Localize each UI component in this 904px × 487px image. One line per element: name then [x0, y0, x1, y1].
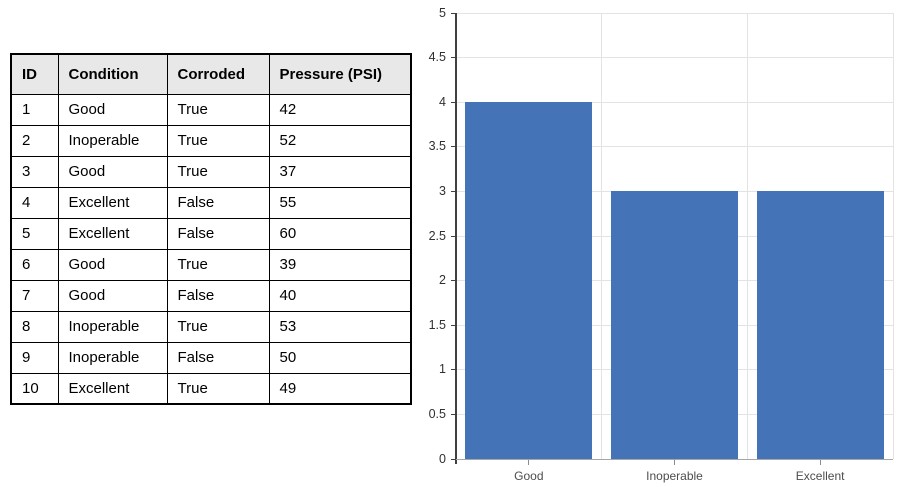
table-cell: True: [166, 124, 270, 157]
y-axis-tick-label: 4.5: [428, 50, 446, 65]
bar-good: [465, 102, 593, 459]
table-row: 7 Good False 40: [10, 279, 412, 312]
table-cell: 40: [268, 279, 412, 312]
y-axis-tick-label: 2: [439, 273, 446, 288]
table-body: 1 Good True 42 2 Inoperable True 52 3 Good True 37 4…: [10, 93, 412, 405]
bar-excellent: [756, 191, 884, 459]
x-axis-category-label: Good: [514, 469, 544, 483]
pipe-records-table: ID Condition Corroded Pressure (PSI) 1 Good T…: [10, 53, 412, 405]
table-cell: 39: [268, 248, 412, 281]
y-axis-tick-label: 1.5: [428, 317, 446, 332]
table-cell: 49: [268, 372, 412, 405]
table-cell: True: [166, 310, 270, 343]
y-axis-tick: [451, 280, 456, 282]
table-cell: 42: [268, 93, 412, 126]
table-cell: True: [166, 93, 270, 126]
table-cell: Inoperable: [57, 310, 168, 343]
vertical-gridline: [601, 13, 603, 459]
table-row: 10 Excellent True 49: [10, 372, 412, 405]
table-cell: 50: [268, 341, 412, 374]
table-cell: 7: [10, 279, 59, 312]
x-axis-tick: [528, 460, 530, 465]
x-axis-category-label: Inoperable: [646, 469, 703, 483]
table-cell: True: [166, 372, 270, 405]
y-axis-tick-label: 3: [439, 183, 446, 198]
x-axis-tick: [819, 460, 821, 465]
y-axis-tick-label: 1: [439, 362, 446, 377]
y-axis-tick: [451, 101, 456, 103]
table-cell: False: [166, 279, 270, 312]
table-cell: True: [166, 155, 270, 188]
table-cell: 6: [10, 248, 59, 281]
vertical-gridline: [892, 13, 894, 459]
y-axis-tick: [451, 369, 456, 371]
y-axis-tick: [451, 413, 456, 415]
table-cell: False: [166, 341, 270, 374]
table-cell: True: [166, 248, 270, 281]
y-axis-tick: [451, 458, 456, 460]
table-cell: Good: [57, 279, 168, 312]
x-axis-tick: [674, 460, 675, 465]
table-cell: 37: [268, 155, 412, 188]
vertical-gridline: [746, 13, 748, 459]
y-axis-line: [455, 13, 457, 464]
table-cell: 8: [10, 310, 59, 343]
y-axis-tick: [451, 57, 456, 59]
table-cell: 2: [10, 124, 59, 157]
table-cell: Excellent: [57, 186, 168, 219]
table-cell: Good: [57, 155, 168, 188]
horizontal-gridline: [456, 146, 893, 148]
table-cell: Good: [57, 248, 168, 281]
table-row: 6 Good True 39: [10, 248, 412, 281]
x-axis-category-label: Excellent: [795, 469, 845, 483]
horizontal-gridline: [456, 57, 893, 59]
table-row: 9 Inoperable False 50: [10, 341, 412, 374]
y-axis-tick-label: 4: [439, 94, 446, 109]
x-axis-line: [456, 459, 893, 460]
y-axis-tick: [451, 146, 456, 148]
table-cell: False: [166, 217, 270, 250]
y-axis-tick: [451, 324, 456, 326]
y-axis-tick-label: 5: [439, 5, 446, 20]
y-axis-tick-label: 0: [439, 451, 446, 466]
table-row: 3 Good True 37: [10, 155, 412, 188]
table-cell: 53: [268, 310, 412, 343]
bar-inoperable: [611, 191, 738, 459]
table-row: 8 Inoperable True 53: [10, 310, 412, 343]
column-header: Pressure (PSI): [268, 53, 412, 95]
table-header-row: ID Condition Corroded Pressure (PSI): [10, 53, 412, 95]
horizontal-gridline: [456, 12, 893, 14]
table-cell: Excellent: [57, 372, 168, 405]
y-axis-tick-label: 0.5: [428, 406, 446, 421]
table-row: 1 Good True 42: [10, 93, 412, 126]
table-cell: 52: [268, 124, 412, 157]
horizontal-gridline: [456, 101, 893, 103]
table-cell: 5: [10, 217, 59, 250]
y-axis-tick: [451, 12, 456, 14]
y-axis-tick: [451, 190, 456, 192]
table-row: 5 Excellent False 60: [10, 217, 412, 250]
table-cell: Good: [57, 93, 168, 126]
table-cell: 60: [268, 217, 412, 250]
table-cell: 3: [10, 155, 59, 188]
y-axis-tick: [451, 235, 456, 237]
y-axis-tick-label: 2.5: [428, 228, 446, 243]
table-cell: Inoperable: [57, 341, 168, 374]
y-axis-tick-label: 3.5: [428, 139, 446, 154]
table-cell: 4: [10, 186, 59, 219]
